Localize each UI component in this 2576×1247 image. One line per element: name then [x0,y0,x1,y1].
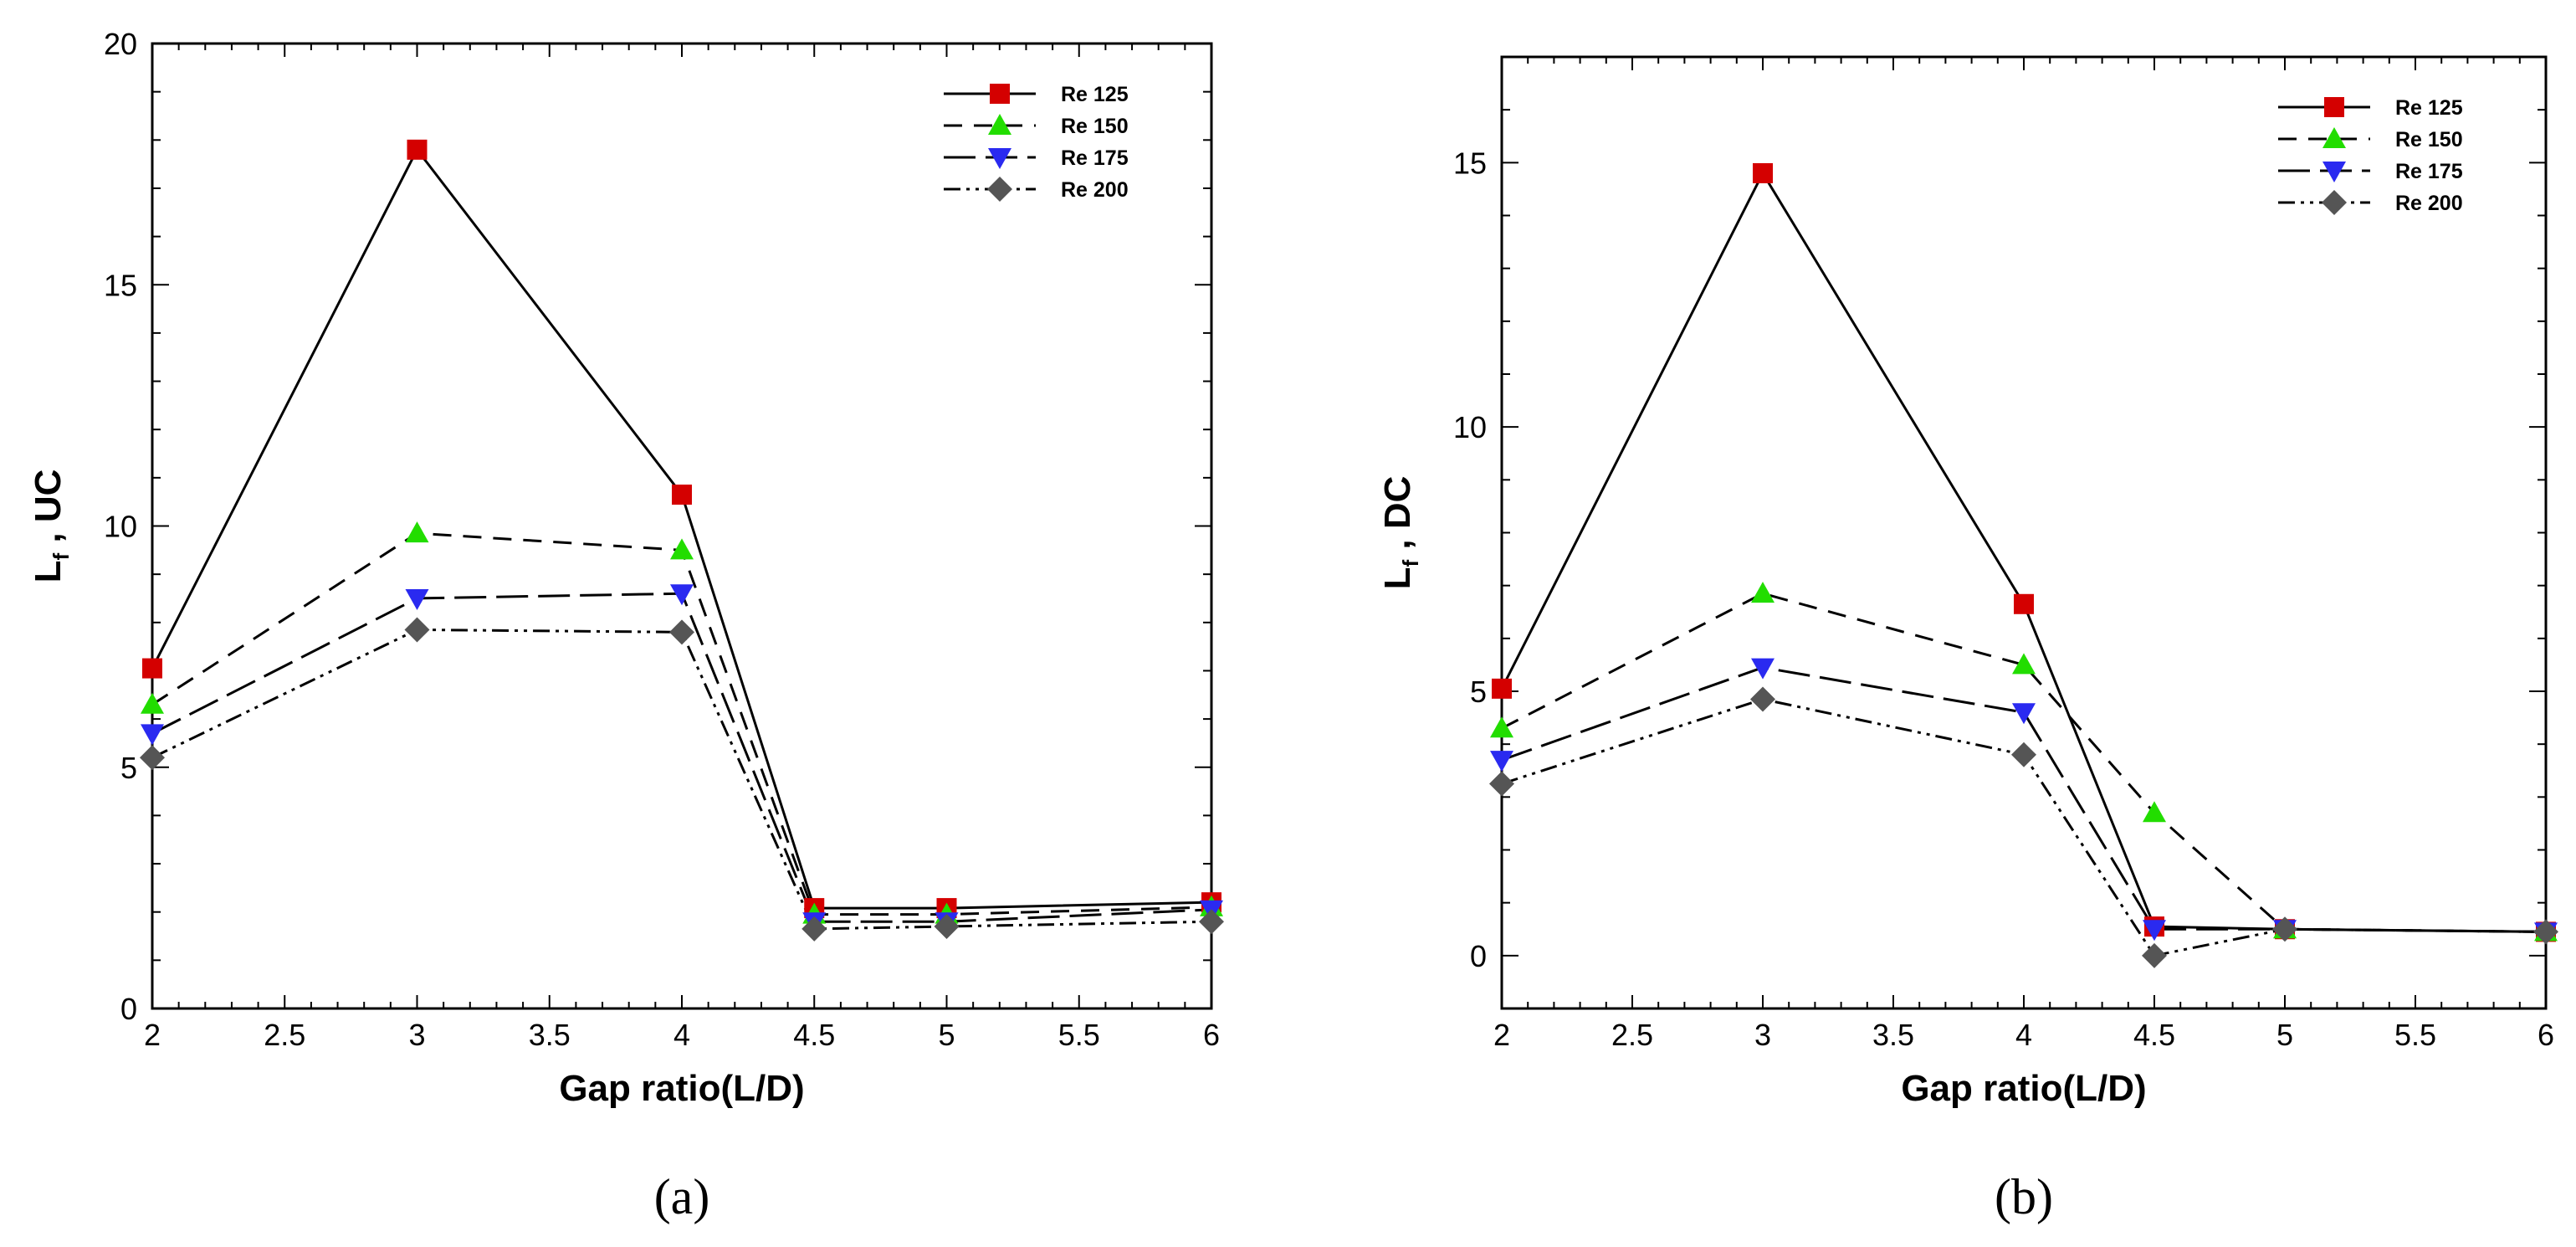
data-point-re-200 [2272,916,2297,942]
x-tick-label: 6 [1203,1018,1220,1052]
x-tick-label: 4 [2015,1018,2032,1052]
data-point-re-200 [669,619,694,645]
y-axis-title-main: L [28,561,69,583]
data-point-re-200 [2533,919,2558,945]
x-tick-label: 2 [1493,1018,1510,1052]
legend-label: Re 175 [1061,146,1129,170]
y-tick-label: 10 [104,510,137,544]
legend-marker [988,114,1011,135]
data-point-re-200 [1489,771,1514,797]
legend-marker [2324,97,2344,117]
data-point-re-150 [405,521,429,543]
data-point-re-150 [1490,716,1513,738]
y-axis-title: Lf , DC [1377,476,1423,590]
series-line-re-200 [1501,697,2547,957]
series-line-re-150 [151,531,1212,916]
data-point-re-200 [404,617,430,643]
data-point-re-125 [142,658,162,679]
series-line-re-125 [151,147,1212,910]
data-point-re-150 [1751,582,1775,603]
data-point-re-200 [140,745,165,771]
data-point-re-175 [141,724,164,746]
data-point-re-125 [2014,593,2034,614]
data-point-re-175 [2012,703,2036,725]
legend-marker [988,148,1011,169]
x-tick-label: 2.5 [264,1018,305,1052]
data-point-re-200 [934,913,960,939]
y-axis-title-rest: , DC [1377,476,1418,560]
y-axis-title-main: L [1377,567,1418,590]
x-tick-label: 3 [1754,1018,1771,1052]
x-tick-label: 3.5 [1872,1018,1914,1052]
data-point-re-125 [407,139,428,160]
data-point-re-150 [141,692,164,714]
legend-marker [990,84,1010,104]
legend-label: Re 150 [1061,115,1129,138]
legend-label: Re 200 [1061,178,1129,202]
y-axis-title: Lf , UC [28,470,74,583]
x-tick-label: 4.5 [2133,1018,2175,1052]
series-line-re-175 [151,592,1212,923]
x-tick-label: 3 [408,1018,425,1052]
series-line-re-200 [151,628,1212,931]
x-tick-label: 5.5 [1058,1018,1100,1052]
data-point-re-175 [2143,920,2166,942]
data-point-re-200 [2142,942,2167,968]
data-point-re-200 [801,916,827,942]
x-axis-title: Gap ratio(L/D) [1901,1068,2146,1109]
y-tick-label: 10 [1453,410,1487,444]
x-tick-label: 4 [673,1018,690,1052]
data-point-re-125 [672,485,692,505]
legend-label: Re 200 [2395,192,2463,215]
y-tick-label: 15 [104,268,137,302]
data-point-re-175 [1751,658,1775,680]
x-tick-label: 6 [2538,1018,2554,1052]
plot-frame [1500,55,2548,1010]
data-point-re-150 [670,538,694,560]
legend-label: Re 175 [2395,160,2463,183]
x-tick-label: 5 [938,1018,955,1052]
x-tick-label: 3.5 [529,1018,571,1052]
legend-label: Re 125 [1061,83,1129,106]
legend-marker [2322,190,2347,215]
data-point-re-200 [2011,742,2036,767]
y-tick-label: 15 [1453,146,1487,180]
panel-a-chart: 2 2.5 3 3.5 4 4.5 5 5.5 6 0 5 10 15 20 Gap ratio(L/D) L… [28,27,1224,1224]
data-point-re-125 [1753,162,1773,183]
y-axis-title-rest: , UC [28,470,69,553]
x-tick-label: 2 [144,1018,161,1052]
data-point-re-175 [405,588,429,610]
x-tick-label: 2.5 [1611,1018,1653,1052]
panel-label: (a) [654,1169,710,1224]
data-point-re-150 [2143,801,2166,823]
x-axis-title: Gap ratio(L/D) [559,1068,804,1109]
legend-marker [2322,162,2346,182]
plot-frame [151,42,1213,1010]
data-point-re-200 [1199,909,1224,935]
y-tick-label: 5 [120,751,137,785]
legend-label: Re 150 [2395,128,2463,151]
legend-label: Re 125 [2395,96,2463,120]
y-tick-label: 0 [1470,939,1487,973]
x-tick-label: 4.5 [793,1018,835,1052]
data-point-re-175 [1490,751,1513,772]
data-point-re-125 [1492,678,1512,699]
data-point-re-175 [670,584,694,606]
y-tick-label: 0 [120,992,137,1026]
x-tick-label: 5 [2276,1018,2293,1052]
y-axis-title-subscript: f [1398,560,1423,567]
panel-b-chart: 2 2.5 3 3.5 4 4.5 5 5.5 6 0 5 10 15 Gap ratio(L/D) Lf … [1377,55,2558,1224]
data-point-re-200 [1750,686,1775,712]
panel-label: (b) [1995,1169,2053,1224]
series-line-re-125 [1500,170,2547,933]
y-axis-title-subscript: f [49,553,74,561]
x-tick-label: 5.5 [2394,1018,2436,1052]
legend-marker [987,177,1012,202]
y-tick-label: 20 [104,27,137,61]
legend-marker [2322,127,2346,148]
data-point-re-150 [2012,653,2036,675]
y-tick-label: 5 [1470,675,1487,709]
